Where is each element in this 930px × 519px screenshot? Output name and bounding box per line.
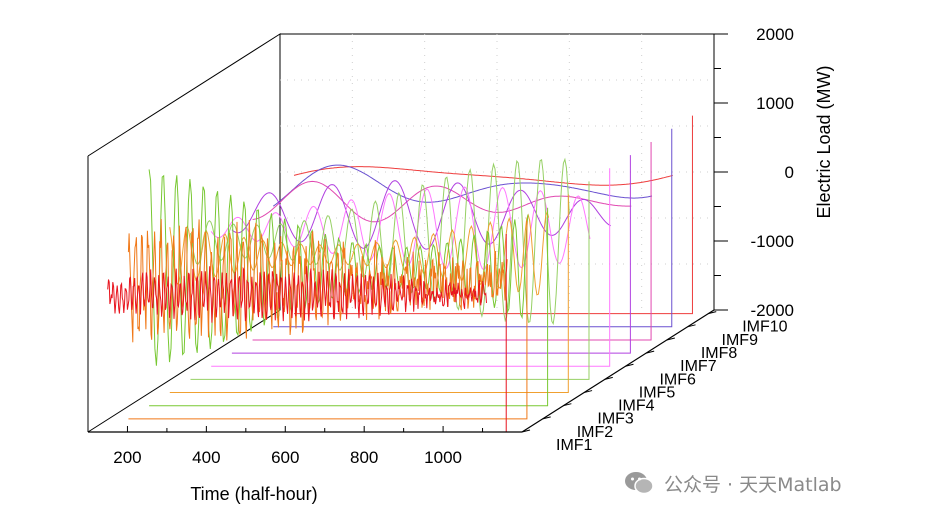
trace-frame [169, 194, 569, 394]
z-tick-label: -1000 [751, 232, 794, 251]
z-axis-title: Electric Load (MW) [814, 65, 834, 218]
imf-traces [107, 115, 693, 433]
imf-label: IMF8 [701, 345, 738, 362]
depth-tick [708, 311, 717, 315]
z-tick-label: 0 [785, 163, 794, 182]
depth-tick [687, 324, 696, 328]
chart-walls [87, 33, 715, 433]
watermark-text: 公众号 · 天天Matlab [664, 473, 842, 496]
imf-label: IMF4 [618, 398, 655, 415]
trace-frame [273, 128, 673, 328]
trace-frame [293, 115, 693, 315]
depth-tick [521, 429, 531, 433]
trace-frame [128, 220, 528, 420]
wechat-icon [625, 472, 654, 495]
left-wall-edge [87, 33, 281, 433]
watermark: 公众号 · 天天Matlab [624, 470, 842, 496]
trace-frame [231, 155, 631, 354]
z-tick-label: -2000 [751, 301, 794, 320]
imf-label: IMF9 [722, 332, 759, 349]
imf-label: IMF3 [597, 411, 634, 428]
x-tick-label: 600 [271, 448, 299, 467]
imf-label: IMF1 [556, 437, 593, 454]
imf-label: IMF2 [577, 424, 614, 441]
trace-imf2 [127, 218, 508, 343]
depth-tick [604, 376, 613, 380]
trace-frame [190, 181, 590, 380]
trace-frame [211, 168, 611, 367]
depth-axis-line [521, 309, 715, 433]
trace-frame [149, 207, 549, 407]
depth-tick [563, 403, 572, 407]
x-tick-label: 800 [350, 448, 378, 467]
chart-axes: 200 400 600 800 1000 IMF1IMF2IMF3IMF4IMF5IMF6… [87, 25, 794, 467]
trace-imf1 [107, 266, 487, 323]
depth-tick [542, 416, 551, 420]
trace-imf10 [293, 166, 673, 186]
z-tick-label: 2000 [756, 25, 794, 44]
x-axis-title: Time (half-hour) [190, 484, 317, 504]
x-tick-label: 1000 [424, 448, 462, 467]
imf-label: IMF10 [742, 319, 787, 336]
imf-label: IMF5 [639, 384, 676, 401]
trace-frame [252, 141, 652, 341]
z-tick-label: 1000 [756, 94, 794, 113]
depth-tick [646, 350, 655, 354]
x-tick-label: 200 [113, 448, 141, 467]
x-tick-label: 400 [192, 448, 220, 467]
depth-tick [625, 363, 634, 367]
imf-label: IMF7 [680, 358, 717, 375]
depth-tick [583, 390, 593, 394]
depth-tick [666, 337, 675, 341]
imf-label: IMF6 [659, 371, 696, 388]
